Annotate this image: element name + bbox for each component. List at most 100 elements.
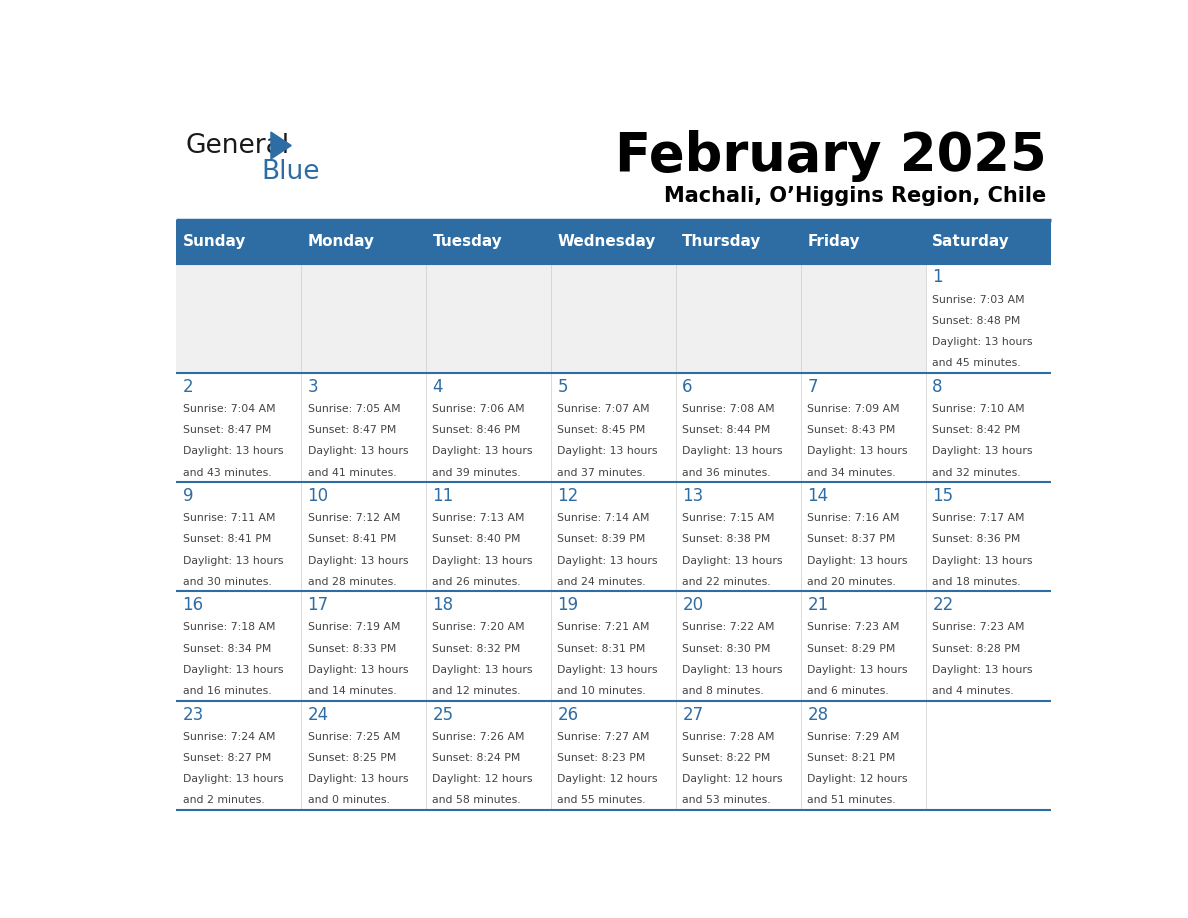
Text: Sunrise: 7:27 AM: Sunrise: 7:27 AM — [557, 732, 650, 742]
Text: Daylight: 13 hours: Daylight: 13 hours — [682, 555, 783, 565]
Bar — [551, 219, 676, 263]
Text: and 6 minutes.: and 6 minutes. — [808, 686, 889, 696]
Text: Sunset: 8:25 PM: Sunset: 8:25 PM — [308, 753, 396, 763]
Text: Daylight: 13 hours: Daylight: 13 hours — [933, 555, 1032, 565]
Text: 25: 25 — [432, 706, 454, 723]
Bar — [176, 373, 301, 482]
Bar — [925, 700, 1051, 810]
Text: Sunset: 8:32 PM: Sunset: 8:32 PM — [432, 644, 520, 654]
Text: and 22 minutes.: and 22 minutes. — [682, 577, 771, 587]
Bar — [925, 219, 1051, 263]
Bar — [676, 591, 801, 700]
Text: Sunset: 8:30 PM: Sunset: 8:30 PM — [682, 644, 771, 654]
Text: 28: 28 — [808, 706, 828, 723]
Text: and 24 minutes.: and 24 minutes. — [557, 577, 646, 587]
Text: Daylight: 13 hours: Daylight: 13 hours — [557, 555, 658, 565]
Text: Sunrise: 7:23 AM: Sunrise: 7:23 AM — [933, 622, 1025, 633]
Bar — [426, 219, 551, 263]
Text: and 58 minutes.: and 58 minutes. — [432, 795, 522, 805]
Text: Sunset: 8:28 PM: Sunset: 8:28 PM — [933, 644, 1020, 654]
Text: 26: 26 — [557, 706, 579, 723]
Bar — [801, 263, 925, 373]
Text: Sunset: 8:48 PM: Sunset: 8:48 PM — [933, 316, 1020, 326]
Text: Sunrise: 7:15 AM: Sunrise: 7:15 AM — [682, 513, 775, 523]
Text: 17: 17 — [308, 597, 329, 614]
Text: 7: 7 — [808, 378, 817, 396]
Text: Daylight: 13 hours: Daylight: 13 hours — [308, 555, 407, 565]
Bar — [801, 700, 925, 810]
Text: Daylight: 12 hours: Daylight: 12 hours — [557, 774, 658, 784]
Text: Sunset: 8:46 PM: Sunset: 8:46 PM — [432, 425, 520, 435]
Text: and 28 minutes.: and 28 minutes. — [308, 577, 396, 587]
Text: Daylight: 13 hours: Daylight: 13 hours — [933, 337, 1032, 347]
Text: Daylight: 13 hours: Daylight: 13 hours — [808, 555, 908, 565]
Text: and 2 minutes.: and 2 minutes. — [183, 795, 264, 805]
Text: 4: 4 — [432, 378, 443, 396]
Text: Sunset: 8:47 PM: Sunset: 8:47 PM — [183, 425, 271, 435]
Text: Daylight: 13 hours: Daylight: 13 hours — [183, 774, 283, 784]
Text: and 14 minutes.: and 14 minutes. — [308, 686, 396, 696]
Text: Daylight: 12 hours: Daylight: 12 hours — [808, 774, 908, 784]
Text: Sunrise: 7:17 AM: Sunrise: 7:17 AM — [933, 513, 1025, 523]
Text: Daylight: 13 hours: Daylight: 13 hours — [557, 446, 658, 456]
Text: Daylight: 12 hours: Daylight: 12 hours — [432, 774, 533, 784]
Bar — [801, 482, 925, 591]
Text: and 32 minutes.: and 32 minutes. — [933, 467, 1020, 477]
Text: Sunset: 8:40 PM: Sunset: 8:40 PM — [432, 534, 522, 544]
Text: and 51 minutes.: and 51 minutes. — [808, 795, 896, 805]
Text: Sunrise: 7:05 AM: Sunrise: 7:05 AM — [308, 404, 400, 414]
Text: 8: 8 — [933, 378, 943, 396]
Bar — [301, 373, 426, 482]
Text: Thursday: Thursday — [682, 234, 762, 249]
Bar — [426, 591, 551, 700]
Text: Daylight: 13 hours: Daylight: 13 hours — [308, 774, 407, 784]
Text: Sunset: 8:42 PM: Sunset: 8:42 PM — [933, 425, 1020, 435]
Text: 5: 5 — [557, 378, 568, 396]
Bar — [426, 482, 551, 591]
Text: and 16 minutes.: and 16 minutes. — [183, 686, 271, 696]
Text: Daylight: 13 hours: Daylight: 13 hours — [183, 665, 283, 675]
Text: Sunrise: 7:21 AM: Sunrise: 7:21 AM — [557, 622, 650, 633]
Text: and 0 minutes.: and 0 minutes. — [308, 795, 390, 805]
Text: Saturday: Saturday — [933, 234, 1010, 249]
Text: Daylight: 13 hours: Daylight: 13 hours — [432, 555, 533, 565]
Text: Machali, O’Higgins Region, Chile: Machali, O’Higgins Region, Chile — [664, 186, 1047, 207]
Text: February 2025: February 2025 — [614, 130, 1047, 182]
Text: Friday: Friday — [808, 234, 860, 249]
Text: and 43 minutes.: and 43 minutes. — [183, 467, 271, 477]
Text: Sunset: 8:41 PM: Sunset: 8:41 PM — [308, 534, 396, 544]
Text: Sunrise: 7:14 AM: Sunrise: 7:14 AM — [557, 513, 650, 523]
Text: Sunrise: 7:07 AM: Sunrise: 7:07 AM — [557, 404, 650, 414]
Text: Daylight: 13 hours: Daylight: 13 hours — [808, 665, 908, 675]
Bar — [551, 373, 676, 482]
Text: 15: 15 — [933, 487, 954, 505]
Text: Daylight: 13 hours: Daylight: 13 hours — [808, 446, 908, 456]
Text: Sunrise: 7:23 AM: Sunrise: 7:23 AM — [808, 622, 899, 633]
Bar — [676, 373, 801, 482]
Text: 23: 23 — [183, 706, 204, 723]
Bar — [925, 591, 1051, 700]
Polygon shape — [271, 132, 291, 159]
Text: Daylight: 13 hours: Daylight: 13 hours — [933, 446, 1032, 456]
Bar — [676, 482, 801, 591]
Text: Sunrise: 7:24 AM: Sunrise: 7:24 AM — [183, 732, 276, 742]
Text: Daylight: 13 hours: Daylight: 13 hours — [183, 555, 283, 565]
Text: 16: 16 — [183, 597, 203, 614]
Text: 20: 20 — [682, 597, 703, 614]
Text: Sunday: Sunday — [183, 234, 246, 249]
Bar — [925, 373, 1051, 482]
Text: Sunrise: 7:11 AM: Sunrise: 7:11 AM — [183, 513, 276, 523]
Text: 22: 22 — [933, 597, 954, 614]
Bar — [676, 700, 801, 810]
Text: 27: 27 — [682, 706, 703, 723]
Text: Sunrise: 7:18 AM: Sunrise: 7:18 AM — [183, 622, 276, 633]
Text: Sunset: 8:38 PM: Sunset: 8:38 PM — [682, 534, 771, 544]
Text: and 20 minutes.: and 20 minutes. — [808, 577, 896, 587]
Bar — [551, 263, 676, 373]
Bar — [176, 482, 301, 591]
Text: Sunset: 8:45 PM: Sunset: 8:45 PM — [557, 425, 646, 435]
Bar — [551, 591, 676, 700]
Text: Daylight: 13 hours: Daylight: 13 hours — [557, 665, 658, 675]
Bar — [426, 700, 551, 810]
Text: 3: 3 — [308, 378, 318, 396]
